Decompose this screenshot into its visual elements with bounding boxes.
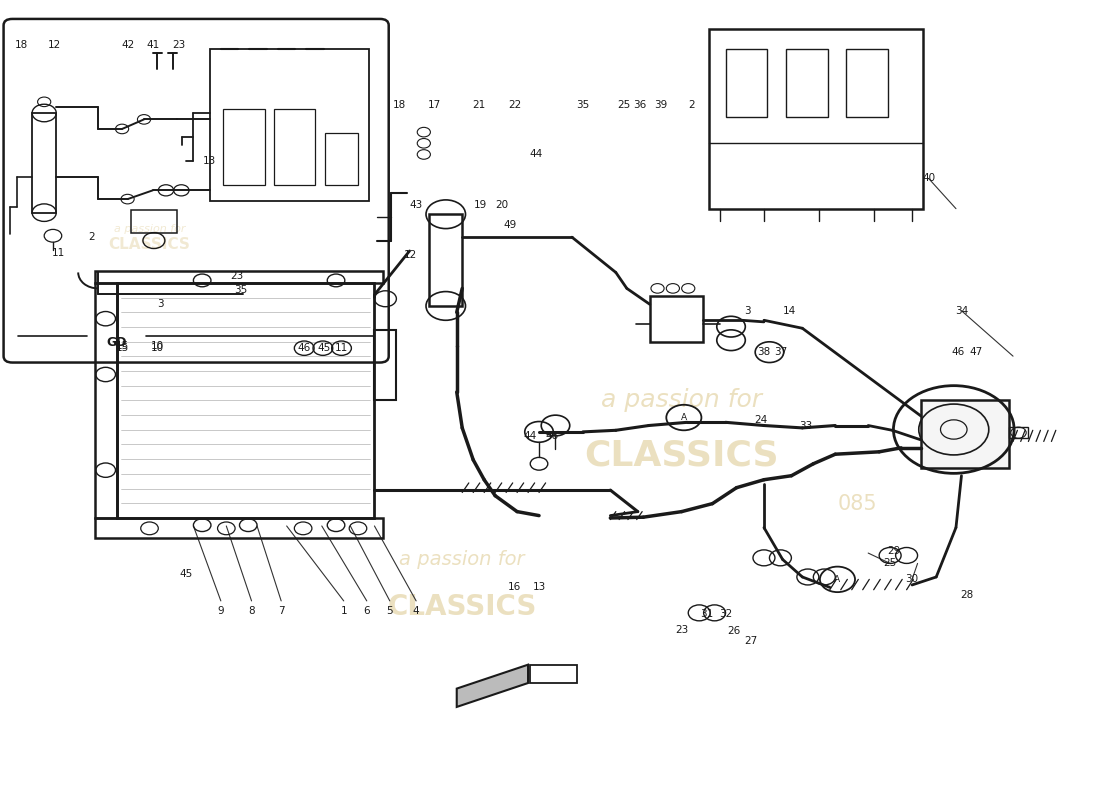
Bar	[726, 50, 768, 117]
Text: 20: 20	[495, 200, 508, 210]
Text: 23: 23	[231, 271, 244, 282]
Text: 11: 11	[334, 343, 349, 353]
Text: 2: 2	[88, 231, 95, 242]
Text: 3: 3	[157, 299, 164, 310]
Text: 12: 12	[47, 40, 60, 50]
Bar	[650, 295, 703, 342]
Bar	[1009, 427, 1028, 438]
Text: 35: 35	[576, 100, 590, 110]
Text: 33: 33	[799, 421, 812, 430]
Text: 44: 44	[529, 150, 542, 159]
Text: 15: 15	[116, 343, 129, 353]
Text: A: A	[835, 575, 840, 584]
Text: 8: 8	[249, 606, 255, 616]
Text: 49: 49	[504, 220, 517, 230]
Text: 25: 25	[883, 558, 896, 569]
Text: 31: 31	[701, 609, 714, 618]
Text: 22: 22	[508, 100, 521, 110]
Bar	[274, 109, 316, 185]
Text: 10: 10	[151, 343, 164, 353]
Bar	[326, 133, 358, 185]
Bar	[846, 50, 888, 117]
Text: 13: 13	[532, 582, 546, 592]
Text: 3: 3	[745, 306, 751, 316]
Bar	[921, 400, 1009, 468]
Text: 44: 44	[524, 431, 537, 441]
Text: 13: 13	[204, 156, 217, 166]
Bar	[131, 210, 177, 233]
Text: 28: 28	[960, 590, 974, 600]
Bar	[429, 214, 462, 306]
Text: CLASSICS: CLASSICS	[109, 237, 190, 252]
Text: 48: 48	[546, 431, 559, 441]
Text: 26: 26	[728, 626, 741, 636]
Text: 29: 29	[887, 546, 900, 557]
Polygon shape	[530, 665, 578, 683]
Text: 17: 17	[428, 100, 441, 110]
Text: 38: 38	[757, 347, 771, 357]
Text: 085: 085	[837, 494, 877, 514]
Text: 40: 40	[922, 174, 935, 183]
Text: 23: 23	[173, 40, 186, 50]
Bar	[95, 518, 383, 538]
Text: 30: 30	[905, 574, 918, 584]
Text: 1: 1	[340, 606, 346, 616]
Text: 19: 19	[474, 200, 487, 210]
Text: 42: 42	[121, 40, 134, 50]
Text: 43: 43	[409, 200, 422, 210]
Text: 37: 37	[773, 347, 786, 357]
Polygon shape	[456, 665, 528, 707]
Bar	[95, 271, 383, 283]
Text: 35: 35	[234, 285, 248, 295]
Text: 45: 45	[179, 569, 192, 578]
Text: 7: 7	[278, 606, 285, 616]
Text: 9: 9	[218, 606, 224, 616]
Text: 6: 6	[363, 606, 370, 616]
FancyBboxPatch shape	[3, 19, 388, 362]
Bar	[223, 109, 265, 185]
Text: 2: 2	[689, 100, 695, 110]
Bar	[117, 283, 374, 518]
Text: 36: 36	[634, 100, 647, 110]
Text: 16: 16	[508, 582, 521, 592]
Text: 14: 14	[782, 306, 795, 316]
Text: 46: 46	[298, 343, 311, 353]
Text: GD: GD	[107, 336, 126, 349]
Text: 25: 25	[617, 100, 630, 110]
Text: 10: 10	[151, 341, 164, 350]
Text: 15: 15	[116, 341, 129, 350]
Bar	[374, 330, 396, 400]
Text: a passion for: a passion for	[602, 388, 762, 412]
Text: 47: 47	[969, 347, 982, 357]
Text: 5: 5	[386, 606, 393, 616]
Text: 11: 11	[52, 247, 65, 258]
Text: 46: 46	[952, 347, 965, 357]
Text: CLASSICS: CLASSICS	[387, 594, 537, 622]
Text: 18: 18	[14, 40, 28, 50]
Text: 41: 41	[146, 40, 160, 50]
Text: 24: 24	[754, 415, 768, 425]
Text: 27: 27	[745, 636, 758, 646]
Text: A: A	[681, 413, 686, 422]
Text: a passion for: a passion for	[399, 550, 525, 569]
Bar	[785, 50, 827, 117]
Text: 12: 12	[404, 250, 417, 260]
Text: 34: 34	[955, 306, 968, 316]
Bar	[710, 30, 923, 209]
Bar	[210, 50, 368, 201]
Text: 18: 18	[393, 100, 406, 110]
Text: 23: 23	[675, 625, 689, 634]
Bar	[32, 113, 56, 213]
Text: 45: 45	[317, 343, 331, 353]
Bar	[95, 283, 117, 518]
Text: a passion for: a passion for	[113, 223, 185, 234]
Text: 32: 32	[719, 609, 733, 618]
Text: 39: 39	[654, 100, 668, 110]
Text: 21: 21	[472, 100, 485, 110]
Text: 4: 4	[412, 606, 419, 616]
Text: CLASSICS: CLASSICS	[584, 439, 779, 473]
